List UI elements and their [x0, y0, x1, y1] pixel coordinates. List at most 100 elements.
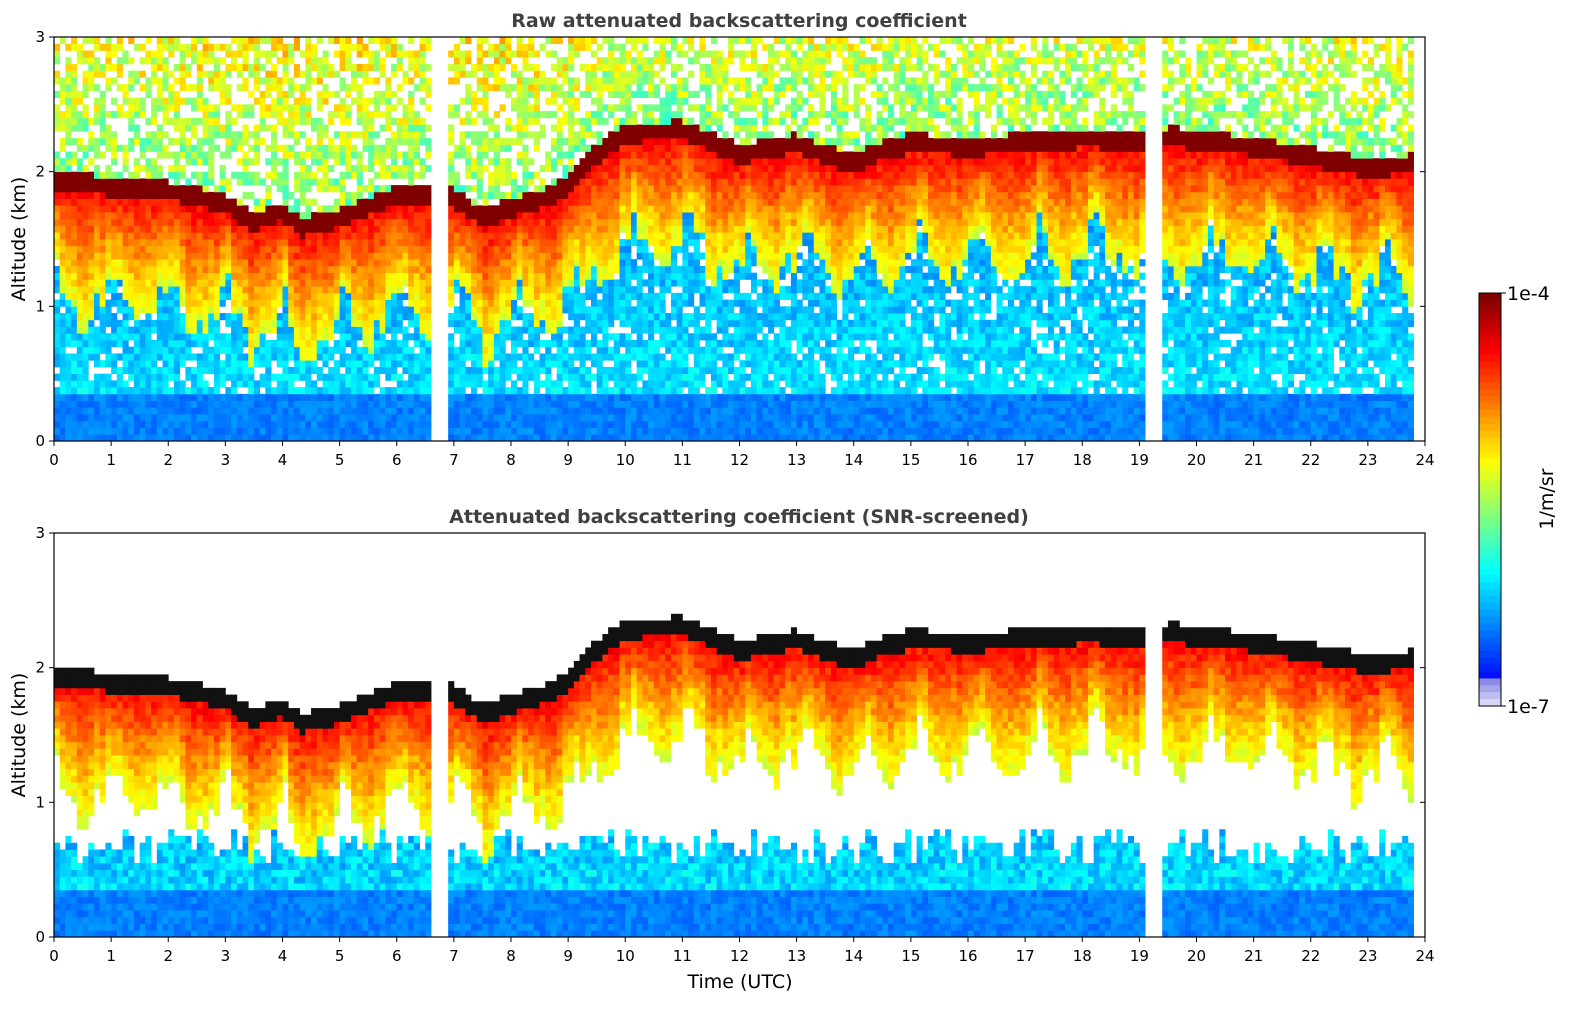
heatmap-cell — [619, 198, 626, 206]
heatmap-cell — [242, 63, 249, 72]
heatmap-cell — [99, 43, 106, 51]
heatmap-cell — [590, 373, 598, 381]
heatmap-cell — [448, 259, 455, 267]
heatmap-cell — [573, 326, 580, 334]
heatmap-cell — [465, 57, 472, 65]
heatmap-cell — [236, 252, 243, 260]
heatmap-cell — [493, 138, 500, 146]
heatmap-cell — [173, 111, 181, 119]
heatmap-cell — [356, 43, 363, 51]
heatmap-cell — [288, 77, 295, 85]
heatmap-cell — [465, 111, 472, 119]
heatmap-cell — [236, 63, 243, 72]
heatmap-cell — [236, 279, 243, 287]
heatmap-cell — [54, 212, 61, 220]
heatmap-cell — [333, 225, 341, 233]
heatmap-cell — [368, 286, 375, 294]
heatmap-cell — [293, 218, 301, 226]
heatmap-cell — [219, 232, 226, 240]
heatmap-cell — [248, 393, 255, 401]
heatmap-cell — [539, 299, 546, 307]
heatmap-cell — [133, 265, 141, 274]
heatmap-cell — [368, 380, 375, 388]
heatmap-cell — [59, 340, 66, 348]
heatmap-cell — [288, 104, 295, 112]
heatmap-cell — [379, 191, 386, 199]
heatmap-cell — [385, 272, 392, 280]
heatmap-cell — [76, 299, 83, 307]
heatmap-cell — [505, 158, 512, 166]
heatmap-cell — [356, 414, 363, 422]
heatmap-cell — [619, 400, 626, 408]
heatmap-cell — [191, 313, 198, 321]
heatmap-cell — [351, 144, 358, 152]
heatmap-cell — [562, 393, 569, 401]
heatmap-cell — [191, 279, 198, 287]
heatmap-cell — [276, 292, 283, 300]
heatmap-cell — [236, 144, 243, 152]
heatmap-cell — [391, 319, 398, 327]
heatmap-cell — [293, 158, 301, 166]
heatmap-cell — [619, 218, 626, 226]
heatmap-cell — [333, 292, 341, 300]
heatmap-cell — [293, 104, 301, 112]
heatmap-cell — [419, 387, 426, 395]
heatmap-cell — [288, 144, 295, 152]
heatmap-cell — [128, 279, 135, 287]
heatmap-cell — [362, 131, 369, 139]
heatmap-cell — [465, 265, 472, 274]
heatmap-cell — [71, 111, 78, 119]
heatmap-cell — [391, 138, 398, 146]
heatmap-cell — [76, 306, 83, 314]
heatmap-cell — [99, 279, 106, 287]
heatmap-cell — [459, 299, 466, 307]
heatmap-cell — [333, 37, 341, 45]
heatmap-cell — [316, 104, 323, 112]
heatmap-cell — [539, 360, 546, 368]
heatmap-cell — [362, 407, 369, 415]
heatmap-cell — [208, 387, 215, 395]
heatmap-cell — [65, 239, 72, 247]
heatmap-cell — [82, 90, 89, 98]
heatmap-cell — [133, 232, 141, 240]
heatmap-cell — [459, 212, 466, 220]
heatmap-cell — [391, 185, 398, 193]
heatmap-cell — [396, 198, 403, 206]
heatmap-cell — [630, 387, 638, 395]
heatmap-cell — [579, 380, 586, 388]
heatmap-cell — [59, 111, 66, 119]
heatmap-cell — [128, 265, 135, 274]
heatmap-cell — [82, 205, 89, 213]
heatmap-cell — [493, 124, 500, 132]
heatmap-cell — [402, 131, 409, 139]
heatmap-cell — [590, 407, 598, 415]
heatmap-cell — [191, 414, 198, 422]
heatmap-cell — [619, 259, 626, 267]
heatmap-cell — [545, 434, 552, 442]
heatmap-cell — [242, 37, 249, 45]
heatmap-cell — [379, 279, 386, 287]
heatmap-cell — [236, 299, 243, 307]
heatmap-cell — [162, 239, 169, 247]
heatmap-cell — [208, 346, 215, 354]
heatmap-cell — [248, 420, 255, 428]
heatmap-cell — [625, 205, 632, 213]
heatmap-cell — [499, 380, 506, 388]
heatmap-cell — [448, 407, 455, 415]
heatmap-cell — [590, 171, 598, 179]
heatmap-cell — [476, 205, 483, 213]
heatmap-cell — [156, 373, 163, 381]
heatmap-cell — [596, 407, 603, 415]
heatmap-cell — [196, 427, 203, 435]
heatmap-cell — [168, 360, 175, 368]
heatmap-cell — [288, 239, 295, 247]
heatmap-cell — [368, 232, 375, 240]
heatmap-cell — [111, 43, 118, 51]
heatmap-cell — [499, 279, 506, 287]
heatmap-cell — [179, 326, 186, 334]
heatmap-cell — [173, 117, 181, 125]
heatmap-cell — [608, 131, 615, 139]
heatmap-cell — [333, 393, 341, 401]
heatmap-cell — [156, 265, 163, 274]
heatmap-cell — [82, 218, 89, 226]
